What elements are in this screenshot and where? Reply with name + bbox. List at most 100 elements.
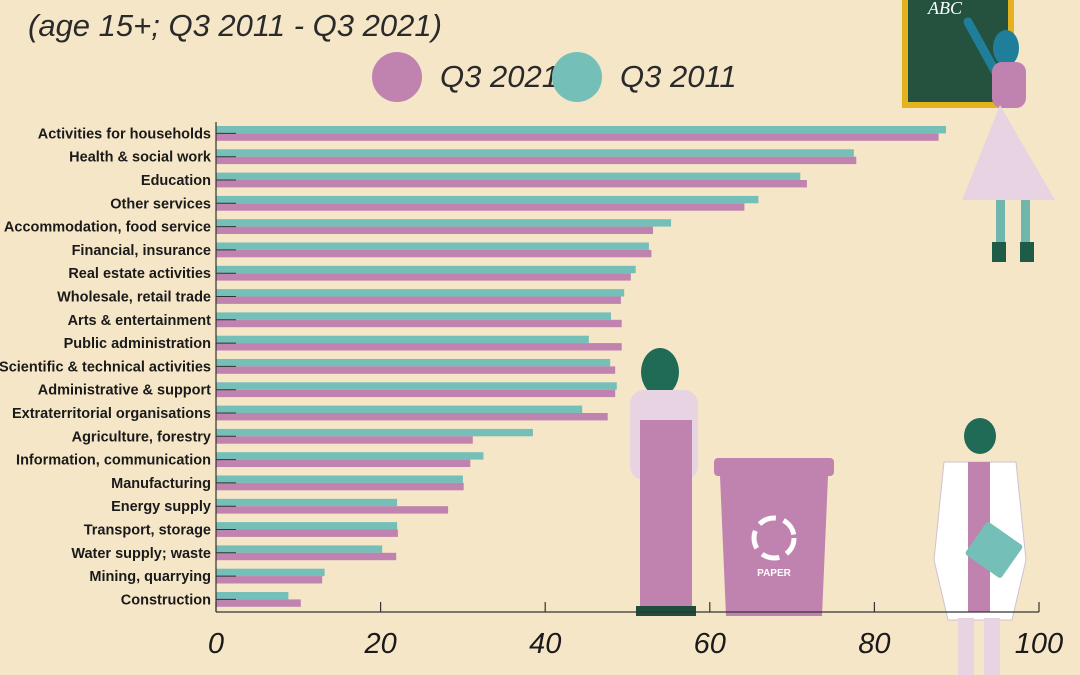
teacher-leg <box>996 200 1005 245</box>
legend-label-q3-2021: Q3 2021 <box>440 59 559 94</box>
category-label: Transport, storage <box>84 523 211 539</box>
legend-item-q3-2011: Q3 2011 <box>552 52 737 102</box>
bar-q3-2011-education <box>216 172 801 180</box>
category-label: Financial, insurance <box>72 243 211 259</box>
x-tick-label: 0 <box>208 628 224 660</box>
bar-q3-2021-water-supply-waste <box>216 552 397 561</box>
category-label: Scientific & technical activities <box>0 359 211 375</box>
teacher-leg <box>1021 200 1030 245</box>
x-tick-label: 80 <box>858 628 890 660</box>
bar-q3-2021-agriculture-forestry <box>216 436 473 444</box>
bar-q3-2011-agriculture-forestry <box>216 428 533 437</box>
bar-q3-2011-mining-quarrying <box>216 568 325 577</box>
bar-q3-2011-water-supply-waste <box>216 545 383 553</box>
bar-q3-2021-information-communication <box>216 459 471 467</box>
bar-q3-2021-health-social-work <box>216 156 857 165</box>
chart-subtitle: (age 15+; Q3 2011 - Q3 2021) <box>28 8 442 43</box>
bar-q3-2021-construction <box>216 599 301 607</box>
legend-item-q3-2021: Q3 2021 <box>372 52 559 102</box>
worker-illustration: PAPER <box>630 348 834 616</box>
bar-q3-2011-real-estate-activities <box>216 265 636 274</box>
legend-label-q3-2011: Q3 2011 <box>620 59 737 94</box>
doctor-hair <box>964 418 996 454</box>
bar-q3-2021-accommodation-food-service <box>216 226 653 234</box>
category-label: Wholesale, retail trade <box>57 290 211 306</box>
x-tick-label: 20 <box>363 628 396 660</box>
teacher-illustration: ABC <box>902 0 1055 262</box>
worker-hair <box>641 348 679 396</box>
bar-q3-2011-extraterritorial-organisations <box>216 405 583 413</box>
teacher-shoe <box>992 242 1006 262</box>
bar-q3-2011-health-social-work <box>216 149 854 157</box>
bar-q3-2021-energy-supply <box>216 506 449 514</box>
teacher-shoe <box>1020 242 1034 262</box>
bar-q3-2011-energy-supply <box>216 498 398 507</box>
teacher-skirt <box>962 105 1055 200</box>
category-label: Administrative & support <box>38 383 211 399</box>
category-label: Accommodation, food service <box>4 220 211 236</box>
bar-q3-2021-arts-entertainment <box>216 319 622 328</box>
clipboard <box>965 522 1023 578</box>
x-tick-label: 40 <box>529 628 561 660</box>
category-label: Activities for households <box>38 126 211 142</box>
bar-q3-2011-activities-for-households <box>216 126 946 134</box>
bar-q3-2011-arts-entertainment <box>216 312 611 320</box>
bar-q3-2021-transport-storage <box>216 529 398 537</box>
category-label: Public administration <box>64 336 211 352</box>
bar-q3-2021-other-services <box>216 203 745 211</box>
category-label: Arts & entertainment <box>68 313 212 329</box>
teacher-hair <box>993 30 1019 66</box>
bar-q3-2021-education <box>216 180 807 188</box>
bar-q3-2021-public-administration <box>216 343 622 351</box>
x-tick-label: 100 <box>1015 628 1063 660</box>
category-label: Manufacturing <box>111 476 211 492</box>
bar-q3-2021-extraterritorial-organisations <box>216 413 608 421</box>
x-axis: 0 20 40 60 80 100 <box>208 122 1063 660</box>
bar-q3-2011-other-services <box>216 195 759 204</box>
category-label: Education <box>141 173 211 189</box>
category-label: Energy supply <box>111 499 211 515</box>
category-label: Information, communication <box>16 453 211 469</box>
worker-shoe <box>636 606 666 616</box>
bar-q3-2021-wholesale-retail-trade <box>216 296 621 304</box>
legend-swatch-q3-2021 <box>372 52 422 102</box>
bar-q3-2011-financial-insurance <box>216 242 649 250</box>
category-label: Real estate activities <box>68 266 211 282</box>
bar-q3-2011-administrative-support <box>216 382 617 390</box>
category-label: Extraterritorial organisations <box>12 406 211 422</box>
recycle-icon <box>751 515 797 561</box>
bar-q3-2011-manufacturing <box>216 475 463 483</box>
chalkboard-text: ABC <box>927 0 963 18</box>
bar-q3-2021-administrative-support <box>216 389 616 398</box>
bar-q3-2021-real-estate-activities <box>216 273 631 281</box>
bin-lid <box>714 458 834 476</box>
x-tick-label: 60 <box>694 628 726 660</box>
doctor-illustration <box>933 418 1027 675</box>
bar-q3-2011-accommodation-food-service <box>216 219 672 227</box>
bar-q3-2021-mining-quarrying <box>216 576 323 584</box>
bars-group <box>216 126 946 607</box>
bar-q3-2021-financial-insurance <box>216 249 652 258</box>
category-label: Agriculture, forestry <box>72 429 211 445</box>
worker-overalls <box>640 420 692 610</box>
doctor-leg <box>984 618 1000 675</box>
bar-q3-2011-scientific-technical-activities <box>216 359 611 367</box>
recycling-bin <box>720 476 828 616</box>
chalkboard <box>908 0 1008 102</box>
bar-q3-2011-construction <box>216 592 289 600</box>
bar-q3-2011-wholesale-retail-trade <box>216 289 625 297</box>
bin-label: PAPER <box>757 568 791 579</box>
bar-q3-2021-manufacturing <box>216 482 464 491</box>
category-label: Other services <box>110 196 211 212</box>
bar-q3-2021-scientific-technical-activities <box>216 366 616 374</box>
category-label: Water supply; waste <box>71 546 211 562</box>
bar-q3-2021-activities-for-households <box>216 133 939 141</box>
category-label: Mining, quarrying <box>89 569 211 585</box>
legend-swatch-q3-2011 <box>552 52 602 102</box>
bar-q3-2011-public-administration <box>216 335 589 344</box>
bar-q3-2011-transport-storage <box>216 522 398 530</box>
category-label: Construction <box>121 592 211 608</box>
category-labels: Activities for households Health & social… <box>0 126 212 608</box>
worker-shoe <box>666 606 696 616</box>
